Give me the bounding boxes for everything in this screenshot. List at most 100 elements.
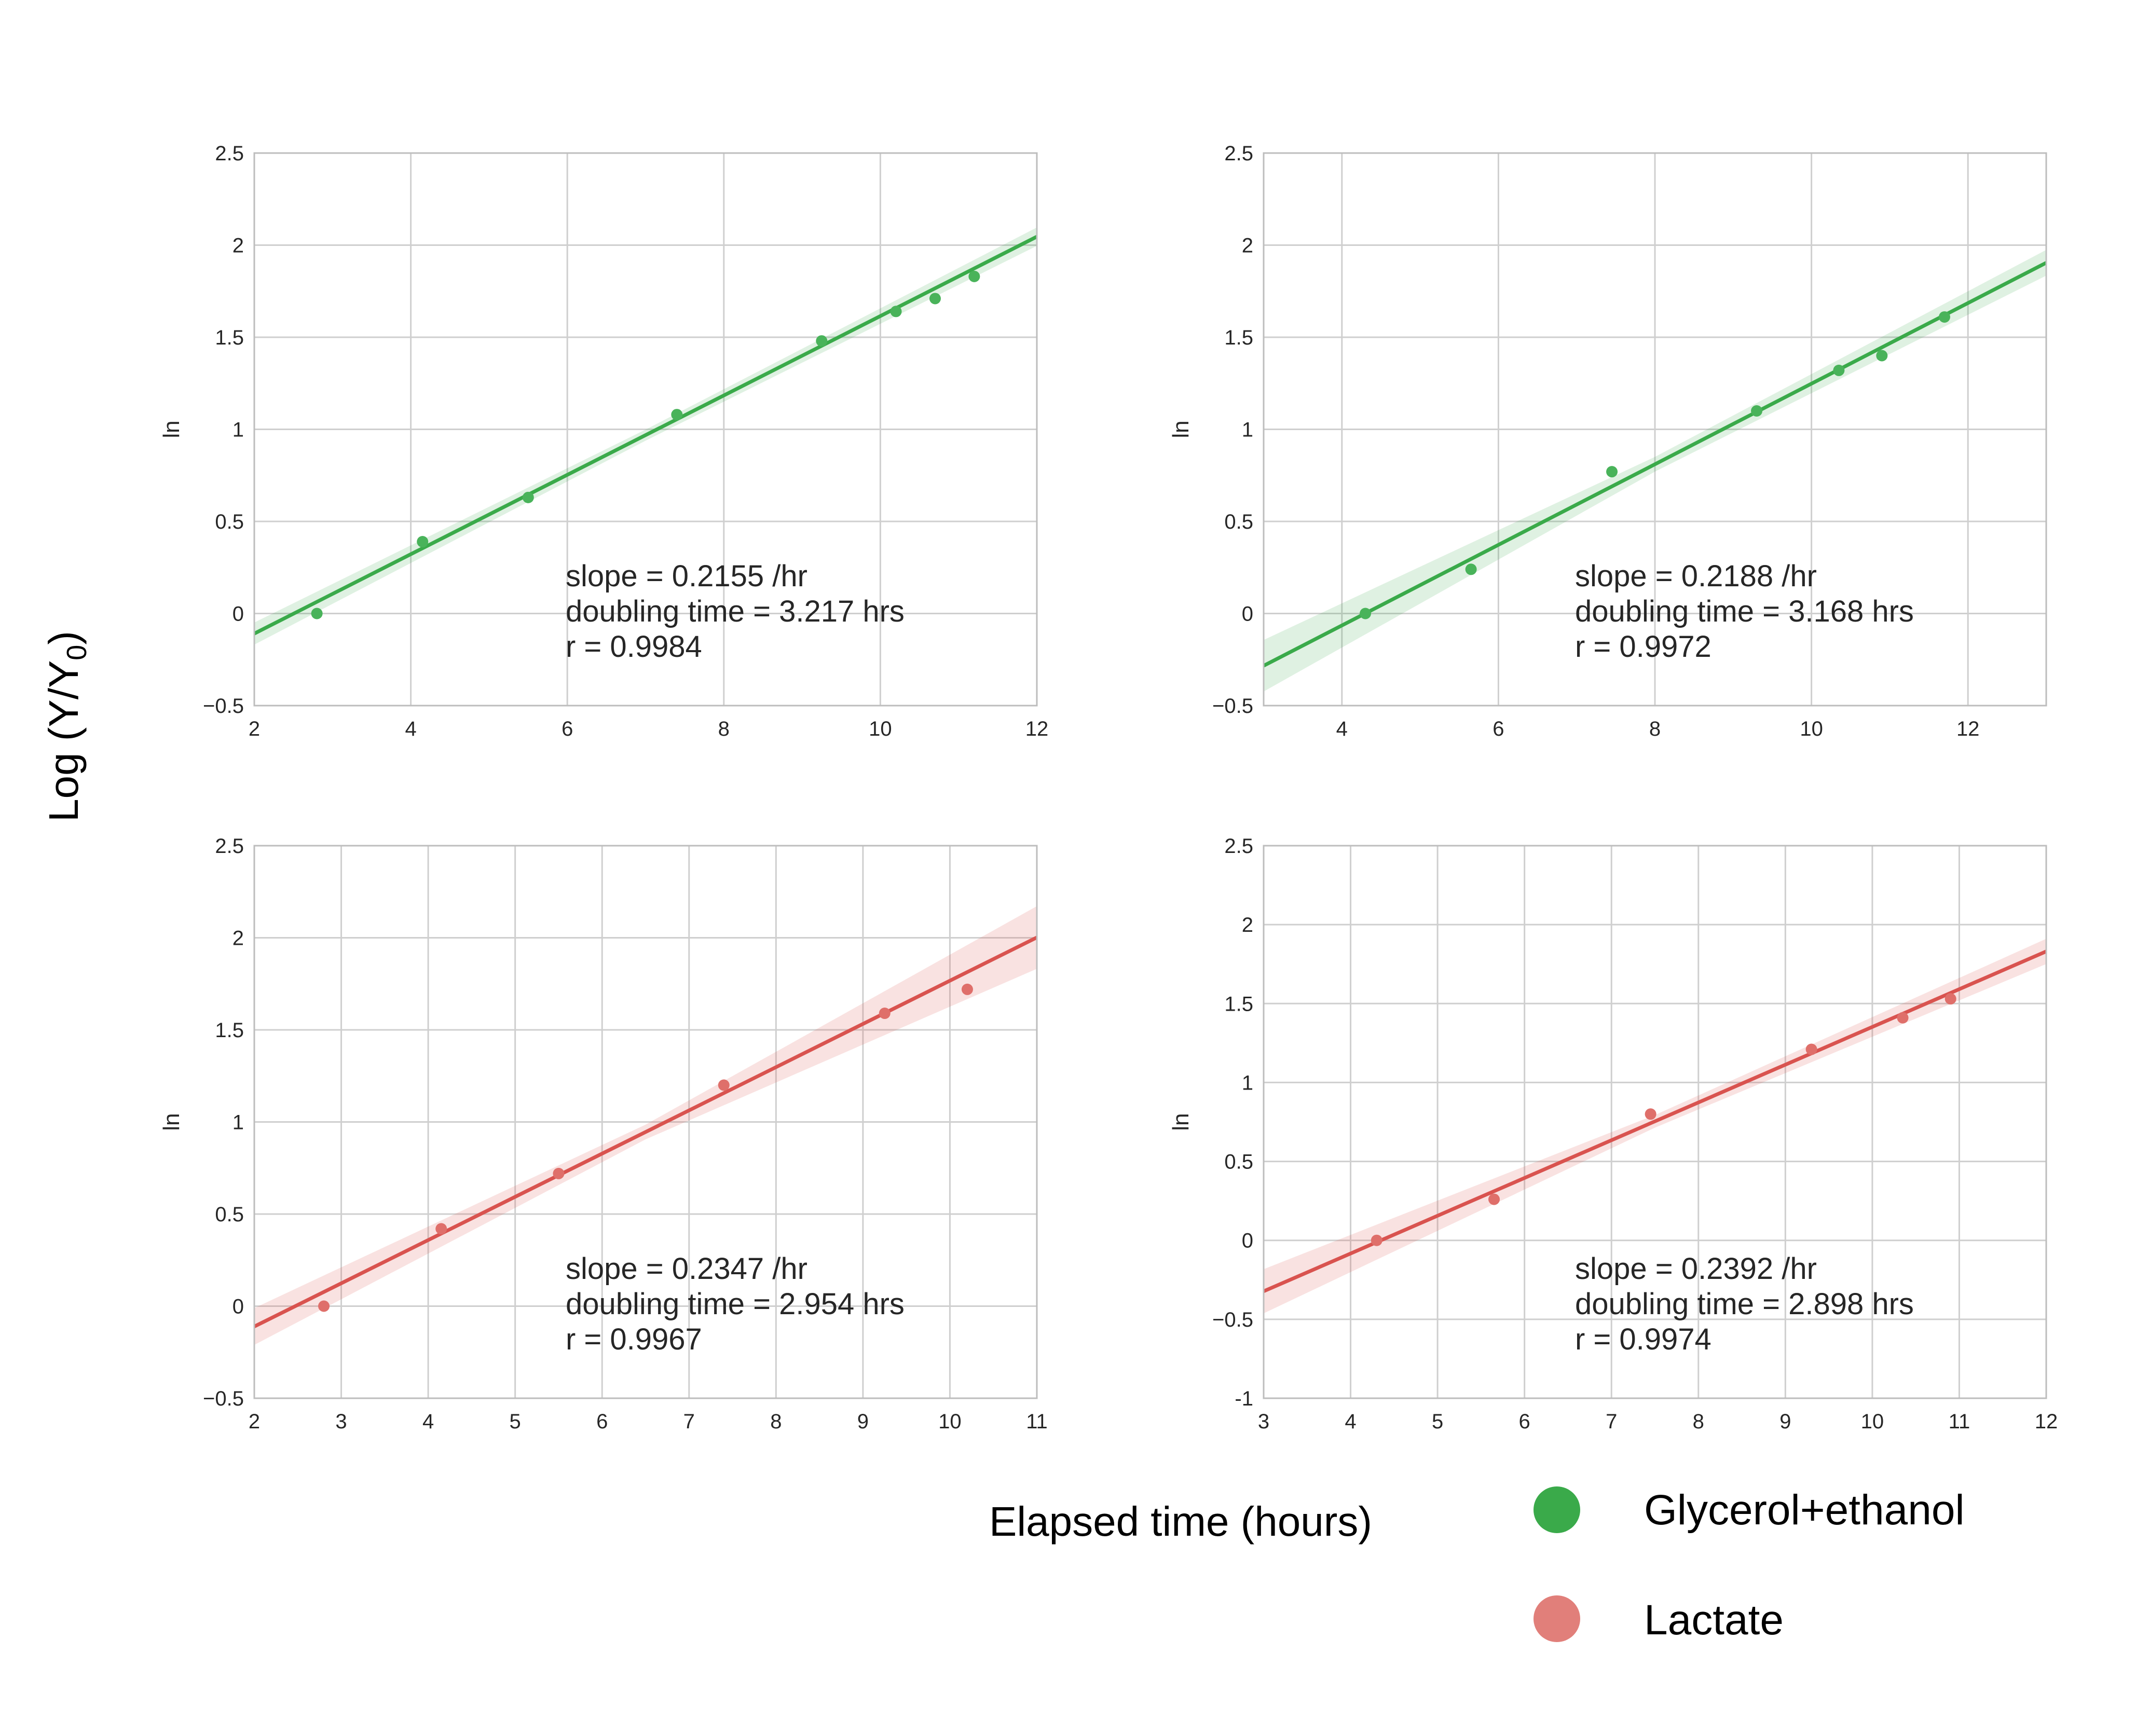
y-tick-label: 2.5 <box>1224 835 1253 858</box>
data-point <box>318 1300 330 1312</box>
y-tick-label: −0.5 <box>1212 1308 1253 1331</box>
legend-marker-glycerol-ethanol <box>1533 1486 1580 1533</box>
x-tick-label: 11 <box>1949 1410 1970 1433</box>
y-tick-label: 0 <box>232 603 244 626</box>
x-tick-label: 5 <box>510 1410 521 1433</box>
y-tick-label: 1.5 <box>215 326 244 349</box>
y-tick-label: 2 <box>232 927 244 950</box>
figure-ylabel-close: ) <box>40 631 87 645</box>
data-point <box>1805 1043 1817 1055</box>
figure-ylabel-main: Log (Y/Y <box>40 660 87 822</box>
y-tick-label: 2 <box>1242 914 1253 936</box>
y-tick-label: 2 <box>1242 235 1253 257</box>
y-tick-label: 0 <box>1242 603 1253 626</box>
plot-frame <box>253 845 1038 1399</box>
x-tick-label: 11 <box>1026 1410 1048 1433</box>
data-point <box>435 1223 447 1235</box>
figure-ylabel: Log (Y/Y0) <box>40 631 92 822</box>
x-tick-label: 2 <box>249 718 260 740</box>
x-tick-label: 7 <box>683 1410 695 1433</box>
data-point <box>1876 350 1888 362</box>
x-tick-label: 8 <box>770 1410 782 1433</box>
x-tick-label: 4 <box>405 718 416 740</box>
y-tick-label: −0.5 <box>203 695 244 718</box>
figure-ylabel-subscript: 0 <box>61 645 92 660</box>
plot-frame <box>253 152 1038 707</box>
fit-annotation-line: slope = 0.2347 /hr <box>566 1252 807 1286</box>
data-point <box>1488 1193 1500 1205</box>
y-tick-label: 1 <box>232 1111 244 1134</box>
y-tick-label: 0 <box>232 1296 244 1318</box>
fit-annotation-line: slope = 0.2392 /hr <box>1575 1252 1817 1286</box>
y-tick-label: −0.5 <box>1212 695 1253 718</box>
subplot-3: 2 3 4 5 6 7 8 9 10 11 −0.5 0 0.5 1 1.5 2 2.5 ln slope = 0.… <box>159 835 1048 1433</box>
y-tick-label: 1 <box>232 419 244 442</box>
x-tick-label: 12 <box>1956 718 1980 740</box>
x-tick-label: 5 <box>1432 1410 1443 1433</box>
fit-annotation-line: r = 0.9972 <box>1575 630 1711 664</box>
y-tick-label: 1.5 <box>215 1019 244 1042</box>
x-tick-label: 8 <box>1693 1410 1704 1433</box>
data-point <box>1833 364 1845 376</box>
fit-annotation-line: r = 0.9984 <box>566 630 702 664</box>
y-tick-label: −0.5 <box>203 1387 244 1410</box>
x-tick-label: 12 <box>1025 718 1049 740</box>
y-tick-label: 1.5 <box>1224 326 1253 349</box>
x-tick-label: 3 <box>1258 1410 1269 1433</box>
data-point <box>1360 608 1372 619</box>
subplot-1: 2 4 6 8 10 12 −0.5 0 0.5 1 1.5 2 2.5 ln slope = 0.2155… <box>159 142 1048 740</box>
data-point <box>1606 466 1618 478</box>
x-tick-label: 3 <box>335 1410 347 1433</box>
x-tick-label: 4 <box>422 1410 434 1433</box>
data-point <box>311 608 323 619</box>
x-tick-label: 2 <box>249 1410 260 1433</box>
y-tick-label: 2.5 <box>215 142 244 165</box>
fit-annotation-line: doubling time = 2.954 hrs <box>566 1287 905 1321</box>
y-tick-label: 0 <box>1242 1230 1253 1252</box>
data-point <box>1465 563 1477 575</box>
fit-annotation-line: r = 0.9974 <box>1575 1322 1711 1356</box>
x-tick-label: 6 <box>1519 1410 1530 1433</box>
x-tick-label: 10 <box>1800 718 1823 740</box>
subplot-4: 3 4 5 6 7 8 9 10 11 12 -1 −0.5 0 0.5 1 1.5 2 2.5 ln slope =… <box>1168 835 2058 1433</box>
data-point <box>968 270 980 282</box>
fit-annotation-line: doubling time = 2.898 hrs <box>1575 1287 1914 1321</box>
y-axis-label: ln <box>159 1113 184 1131</box>
fit-annotation-line: doubling time = 3.168 hrs <box>1575 595 1914 628</box>
fit-annotation-line: slope = 0.2155 /hr <box>566 559 807 593</box>
data-point <box>1645 1108 1656 1120</box>
x-tick-label: 6 <box>1493 718 1504 740</box>
x-tick-label: 6 <box>596 1410 608 1433</box>
legend-label-lactate: Lactate <box>1644 1596 1784 1644</box>
confidence-band <box>1264 250 2046 692</box>
legend-marker-lactate <box>1533 1595 1580 1642</box>
y-tick-label: 0.5 <box>1224 511 1253 533</box>
data-point <box>553 1167 565 1179</box>
regression-line <box>1264 261 2046 668</box>
y-tick-label: 1.5 <box>1224 993 1253 1015</box>
confidence-band <box>254 906 1037 1345</box>
x-tick-label: 7 <box>1606 1410 1617 1433</box>
x-tick-label: 10 <box>869 718 892 740</box>
y-tick-label: 2.5 <box>1224 142 1253 165</box>
data-point <box>1897 1012 1909 1024</box>
y-tick-label: 0.5 <box>1224 1151 1253 1174</box>
y-tick-label: 0.5 <box>215 511 244 533</box>
data-point <box>1371 1234 1382 1246</box>
x-tick-label: 4 <box>1336 718 1348 740</box>
fit-annotation-line: slope = 0.2188 /hr <box>1575 559 1817 593</box>
data-point <box>718 1079 730 1091</box>
data-point <box>522 491 534 503</box>
data-point <box>1945 993 1956 1005</box>
fit-annotation-line: r = 0.9967 <box>566 1322 702 1356</box>
data-point <box>890 306 902 318</box>
x-tick-label: 9 <box>857 1410 869 1433</box>
data-point <box>929 293 941 305</box>
x-tick-label: 8 <box>1649 718 1661 740</box>
y-tick-label: 1 <box>1242 419 1253 442</box>
y-axis-label: ln <box>1168 420 1194 438</box>
x-tick-label: 10 <box>1861 1410 1884 1433</box>
data-point <box>879 1008 891 1019</box>
legend-label-glycerol-ethanol: Glycerol+ethanol <box>1644 1486 1965 1534</box>
